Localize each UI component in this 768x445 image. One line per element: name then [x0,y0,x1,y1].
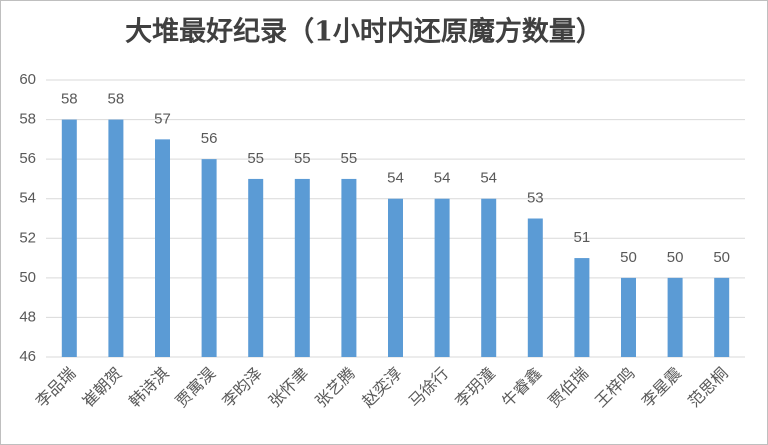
bar [388,198,403,357]
y-tick-label: 48 [19,308,36,325]
bar [201,159,217,357]
data-label: 56 [201,130,218,147]
data-label: 55 [294,150,311,167]
data-label: 50 [620,249,637,266]
data-label: 55 [247,150,264,167]
bar [434,198,450,357]
bar [294,178,310,357]
y-tick-label: 46 [19,348,36,365]
y-tick-label: 52 [19,229,36,246]
data-label: 54 [480,170,497,187]
data-label: 58 [61,91,78,108]
data-label: 50 [713,249,730,266]
bar [61,119,77,357]
data-label: 53 [527,189,544,206]
y-tick-label: 54 [19,190,36,207]
bar [714,277,730,357]
bar [574,258,590,357]
y-tick-label: 50 [19,269,36,286]
y-tick-label: 60 [19,71,36,88]
data-label: 54 [434,170,451,187]
bar [341,178,357,357]
bar [527,218,543,357]
data-label: 54 [387,170,404,187]
data-label: 50 [667,249,684,266]
data-label: 58 [108,91,125,108]
y-tick-label: 56 [19,150,36,167]
y-tick-label: 58 [19,111,36,128]
data-label: 57 [154,110,171,127]
data-label: 55 [341,150,358,167]
bar [621,277,636,357]
chart-title: 大堆最好纪录（1小时内还原魔方数量） [125,16,603,48]
bar [248,178,264,357]
bar [108,119,124,357]
bar [481,198,497,357]
bar [155,139,170,357]
bar [667,277,683,357]
data-label: 51 [574,229,591,246]
